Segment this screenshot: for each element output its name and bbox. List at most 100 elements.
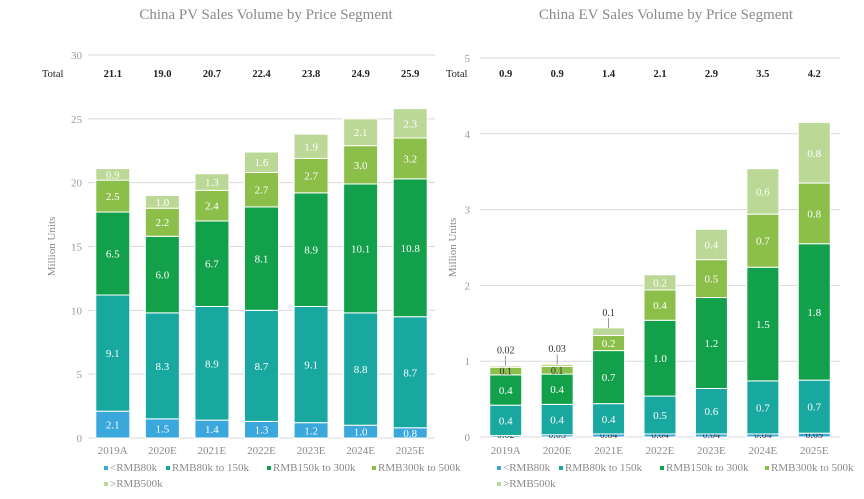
data-label: 0.9 (106, 169, 120, 181)
y-axis-label: Million Units (447, 218, 459, 278)
bar-segment (643, 274, 677, 291)
total-value: 20.7 (203, 69, 221, 80)
total-value: 21.1 (104, 69, 122, 80)
x-tick-label: 2025E (396, 445, 425, 457)
total-row-label: Total (446, 69, 468, 80)
legend-label: <RMB80k (503, 462, 551, 474)
data-label: 0.04 (651, 430, 669, 441)
x-tick-label: 2021E (594, 445, 623, 457)
bar-segment (643, 319, 677, 397)
bar-segment (694, 228, 728, 261)
data-label: 0.7 (756, 402, 770, 414)
bar-segment (144, 312, 180, 420)
legend-label: RMB150k to 300k (666, 462, 749, 474)
y-tick-label: 30 (71, 50, 83, 62)
chart-title: China EV Sales Volume by Price Segment (539, 7, 794, 23)
total-value: 23.8 (302, 69, 320, 80)
data-label: 0.4 (550, 415, 564, 427)
y-tick-label: 20 (71, 178, 83, 190)
bar-segment (694, 387, 728, 435)
bar-segment (95, 179, 131, 213)
data-label: 3.0 (354, 160, 368, 172)
data-label: 1.2 (304, 425, 318, 437)
bar-segment (392, 108, 428, 139)
data-label: 0.4 (550, 384, 564, 396)
y-tick-label: 25 (71, 114, 83, 126)
bar-segment (592, 327, 626, 336)
legend-label: RMB300k to 500k (378, 462, 461, 474)
data-label: 0.4 (653, 300, 667, 312)
data-label: 6.7 (205, 259, 219, 271)
data-label: 1.6 (255, 157, 269, 169)
legend-item: RMB80k to 150k (559, 462, 643, 474)
legend-item: RMB300k to 500k (372, 462, 461, 474)
data-label: 8.8 (354, 364, 368, 376)
bar-segment (293, 157, 329, 194)
x-tick-label: 2023E (297, 445, 326, 457)
x-tick-label: 2019A (491, 445, 521, 457)
bar-segment (746, 266, 780, 382)
data-label: 2.7 (304, 171, 318, 183)
total-value: 2.9 (705, 69, 718, 80)
y-tick-label: 0 (77, 433, 83, 445)
data-label: 0.8 (807, 208, 821, 220)
bar-segment (746, 213, 780, 268)
bar-segment (540, 363, 574, 368)
bar-segment (797, 379, 831, 434)
legend-swatch (497, 466, 501, 470)
legend-label: <RMB80k (110, 462, 158, 474)
bar-segment (293, 306, 329, 424)
bar-segment (694, 297, 728, 389)
total-value: 19.0 (153, 69, 171, 80)
data-label: 0.05 (806, 430, 824, 441)
legend-label: >RMB500k (503, 478, 556, 490)
bar-segment (194, 306, 230, 421)
data-label: 0.03 (548, 344, 566, 355)
data-label: 0.8 (403, 428, 417, 440)
data-label: 8.9 (205, 358, 219, 370)
x-tick-label: 2025E (800, 445, 829, 457)
data-label: 0.1 (551, 366, 564, 377)
data-label: 8.7 (403, 367, 417, 379)
legend-swatch (559, 466, 563, 470)
bar-segment (343, 118, 379, 147)
legend-item: <RMB80k (104, 462, 158, 474)
bar-segment (244, 309, 279, 422)
y-tick-label: 10 (71, 305, 83, 317)
data-label: 0.7 (602, 372, 616, 384)
legend-swatch (660, 466, 664, 470)
y-tick-label: 0 (465, 432, 471, 444)
data-label: 0.1 (602, 308, 615, 319)
legend-item: RMB300k to 500k (765, 462, 854, 474)
chart-title: China PV Sales Volume by Price Segment (139, 7, 393, 23)
legend-item: RMB80k to 150k (166, 462, 250, 474)
data-label: 2.2 (155, 217, 169, 229)
total-value: 2.1 (653, 69, 666, 80)
data-label: 1.3 (205, 177, 219, 189)
legend-swatch (765, 466, 769, 470)
bar-segment (95, 294, 131, 412)
data-label: 3.2 (403, 153, 417, 165)
data-label: 0.8 (807, 148, 821, 160)
data-label: 0.4 (705, 239, 719, 251)
data-label: 2.3 (403, 118, 417, 130)
total-value: 24.9 (351, 69, 369, 80)
bar-segment (746, 380, 780, 435)
bar-segment (489, 374, 523, 406)
chart-ev: China EV Sales Volume by Price Segment 0 1… (446, 7, 854, 490)
legend-label: RMB150k to 300k (273, 462, 356, 474)
x-tick-label: 2024E (748, 445, 777, 457)
x-tick-label: 2020E (543, 445, 572, 457)
legend-label: RMB80k to 150k (172, 462, 250, 474)
x-tick-label: 2024E (346, 445, 375, 457)
data-label: 0.7 (756, 236, 770, 248)
data-label: 10.8 (401, 243, 421, 255)
data-label: 2.4 (205, 201, 219, 213)
y-tick-label: 1 (465, 356, 471, 368)
y-tick-label: 2 (465, 280, 471, 292)
legend-swatch (104, 466, 108, 470)
data-label: 8.1 (255, 254, 269, 266)
data-label: 0.04 (754, 430, 772, 441)
data-label: 6.0 (155, 270, 169, 282)
bar-segment (540, 373, 574, 405)
